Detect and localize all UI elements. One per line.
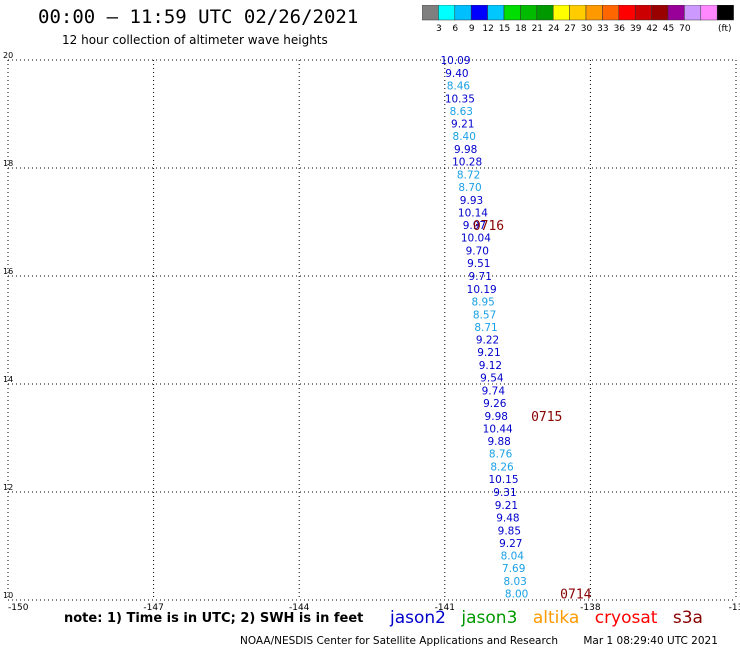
wave-height-point: 8.40	[453, 131, 476, 143]
wave-height-point: 8.72	[457, 169, 480, 181]
wave-height-point: 9.48	[496, 512, 519, 524]
wave-height-point: 8.46	[447, 80, 471, 92]
wave-height-point: 9.21	[495, 500, 518, 512]
wave-height-point: 9.21	[451, 119, 474, 131]
legend-jason2: jason2	[390, 608, 446, 628]
wave-height-point: 10.09	[440, 55, 470, 67]
wave-height-point: 10.28	[452, 157, 482, 169]
wave-height-point: 10.15	[488, 474, 518, 486]
wave-height-point: 8.63	[450, 106, 473, 118]
x-tick-label: -147	[143, 603, 163, 613]
x-tick-label: -138	[580, 603, 601, 613]
chart-subtitle: 12 hour collection of altimeter wave hei…	[62, 33, 328, 47]
footer: NOAA/NESDIS Center for Satellite Applica…	[240, 635, 718, 647]
wave-height-point: 7.69	[502, 563, 525, 575]
color-scale-label: 21	[532, 24, 543, 34]
color-scale-label: 6	[452, 24, 458, 34]
wave-height-point: 10.44	[483, 423, 513, 435]
wave-height-point: 9.51	[467, 258, 490, 270]
y-tick-label: 16	[3, 267, 13, 276]
color-scale-unit: (ft)	[718, 24, 732, 34]
footer-timestamp: Mar 1 08:29:40 UTC 2021	[583, 635, 718, 647]
wave-height-point: 9.40	[445, 68, 468, 80]
footer-org: NOAA/NESDIS Center for Satellite Applica…	[240, 635, 558, 647]
y-tick-label: 14	[3, 375, 13, 384]
wave-height-point: 9.98	[454, 144, 477, 156]
color-scale-label: 27	[564, 24, 575, 34]
color-scale-label: 42	[646, 24, 657, 34]
wave-height-point: 9.74	[482, 385, 506, 397]
x-tick-label: -150	[8, 603, 29, 613]
x-tick-label: -141	[435, 603, 455, 613]
color-scale-label: 18	[515, 24, 527, 34]
pass-time-annotation: 0716	[473, 219, 504, 234]
wave-height-point: 9.88	[487, 436, 510, 448]
wave-height-point: 9.71	[469, 271, 492, 283]
wave-height-point: 9.12	[479, 360, 502, 372]
color-scale-label: 70	[679, 24, 691, 34]
wave-height-point: 9.26	[483, 398, 507, 410]
y-tick-label: 12	[3, 483, 13, 492]
legend-altika: altika	[532, 608, 580, 628]
x-tick-label: -144	[289, 603, 310, 613]
wave-height-point: 9.93	[460, 195, 483, 207]
satellite-legend: jason2 jason3 altika cryosat s3a	[390, 608, 713, 628]
y-tick-label: 20	[3, 51, 13, 60]
wave-height-point: 9.22	[476, 335, 499, 347]
color-scale-label: 39	[630, 24, 642, 34]
y-tick-label: 10	[3, 591, 13, 600]
wave-height-point: 8.95	[471, 296, 494, 308]
wave-height-point: 10.04	[461, 233, 491, 245]
wave-height-point: 8.00	[505, 589, 528, 601]
wave-height-point: 8.04	[501, 551, 525, 563]
color-scale-label: 24	[548, 24, 560, 34]
wave-height-point: 9.31	[493, 487, 516, 499]
wave-height-point: 10.35	[445, 93, 475, 105]
wave-height-point: 10.19	[467, 284, 497, 296]
color-scale-label: 9	[469, 24, 475, 34]
x-tick-label: -13	[729, 603, 740, 613]
wave-height-point: 9.54	[480, 373, 504, 385]
color-scale-label: 15	[499, 24, 510, 34]
legend-s3a: s3a	[672, 608, 703, 628]
wave-height-point: 8.57	[473, 309, 496, 321]
pass-time-annotation: 0714	[560, 588, 591, 603]
color-scale-label: 3	[436, 24, 442, 34]
color-scale-label: 33	[597, 24, 608, 34]
pass-time-annotation: 0715	[531, 410, 562, 425]
color-scale-label: 30	[581, 24, 593, 34]
color-scale-bar: 3 6 9 12 15 18 21 24 27 30 33 36 39 42 45 70 (ft)	[422, 5, 734, 34]
note-text: note: 1) Time is in UTC; 2) SWH is in fe…	[64, 611, 364, 626]
color-scale-label: 45	[663, 24, 674, 34]
wave-height-point: 10.14	[458, 207, 488, 219]
wave-height-point: 9.27	[499, 538, 522, 550]
wave-height-point: 9.97	[463, 220, 486, 232]
wave-height-point: 8.70	[458, 182, 481, 194]
wave-height-point: 9.98	[485, 411, 508, 423]
color-scale-label: 36	[614, 24, 626, 34]
wave-height-point: 9.70	[466, 246, 489, 258]
chart-title: 00:00 – 11:59 UTC 02/26/2021	[38, 6, 359, 28]
legend-jason3: jason3	[461, 608, 518, 628]
wave-height-point: 9.21	[477, 347, 500, 359]
wave-height-point: 8.03	[503, 576, 526, 588]
wave-height-point: 9.85	[498, 525, 521, 537]
legend-cryosat: cryosat	[594, 608, 658, 628]
color-scale-label: 12	[482, 24, 493, 34]
color-swatch	[716, 5, 734, 21]
wave-height-point: 8.26	[490, 462, 514, 474]
wave-height-point: 8.76	[489, 449, 513, 461]
y-tick-label: 18	[3, 159, 13, 168]
wave-height-point: 8.71	[474, 322, 497, 334]
